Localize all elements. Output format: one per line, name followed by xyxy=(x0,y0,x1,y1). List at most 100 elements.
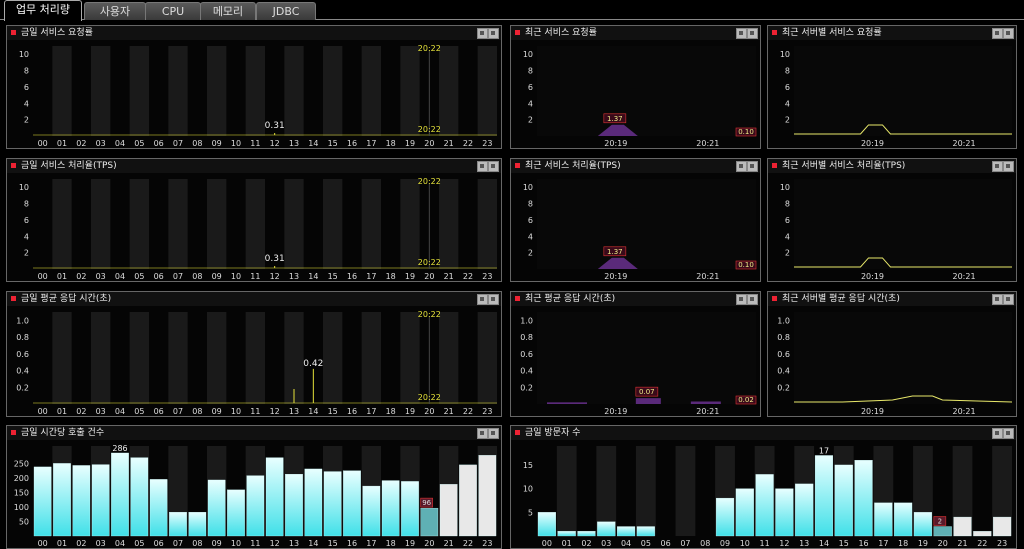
plot-area xyxy=(794,46,1012,136)
y-tick-label: 6 xyxy=(785,83,790,92)
maximize-icon[interactable] xyxy=(992,28,1003,39)
panel-title: 금일 서비스 요청률 xyxy=(21,28,93,38)
x-tick-label: 03 xyxy=(96,139,106,148)
popout-icon[interactable] xyxy=(1003,428,1014,439)
y-tick-label: 8 xyxy=(528,200,533,209)
bar xyxy=(169,512,187,537)
y-tick-label: 8 xyxy=(24,67,29,76)
tab-memory[interactable]: 메모리 xyxy=(200,2,256,20)
x-tick-label: 15 xyxy=(328,539,338,548)
series-line xyxy=(794,257,1012,268)
bar xyxy=(953,516,972,537)
max-label: 0.42 xyxy=(303,359,323,369)
panel-title-bar: 최근 서버별 평균 응답 시간(초) xyxy=(768,292,1016,306)
x-tick-label: 23 xyxy=(997,539,1007,548)
hour-band xyxy=(596,446,617,536)
x-tick-label: 16 xyxy=(858,539,868,548)
popout-icon[interactable] xyxy=(1003,294,1014,305)
x-tick-label: 11 xyxy=(250,272,260,281)
maximize-icon[interactable] xyxy=(477,294,488,305)
hour-band xyxy=(323,312,343,404)
y-tick-label: 0.4 xyxy=(777,367,790,376)
plot-area xyxy=(794,179,1012,269)
maximize-icon[interactable] xyxy=(736,28,747,39)
popout-icon[interactable] xyxy=(1003,28,1014,39)
x-tick-label: 20:21 xyxy=(696,272,719,281)
bar xyxy=(111,452,129,537)
y-tick-label: 8 xyxy=(528,67,533,76)
maximize-icon[interactable] xyxy=(992,294,1003,305)
x-tick-label: 12 xyxy=(779,539,789,548)
x-tick-label: 20:21 xyxy=(953,272,976,281)
popout-icon[interactable] xyxy=(488,428,499,439)
peak-label-box xyxy=(635,386,659,397)
popout-icon[interactable] xyxy=(747,161,758,172)
current-label: 2 xyxy=(938,518,942,526)
x-tick-label: 10 xyxy=(231,407,241,416)
bottom-marker: 20:22 xyxy=(418,393,441,402)
panel-title: 최근 서버별 서비스 처리율(TPS) xyxy=(782,161,906,171)
maximize-icon[interactable] xyxy=(736,294,747,305)
x-tick-label: 05 xyxy=(134,539,144,548)
popout-icon[interactable] xyxy=(1003,161,1014,172)
top-marker: 20:22 xyxy=(418,310,441,319)
x-tick-label: 07 xyxy=(173,272,183,281)
popout-icon[interactable] xyxy=(488,161,499,172)
tab-cpu[interactable]: CPU xyxy=(145,2,201,20)
y-tick-label: 0.8 xyxy=(520,333,533,342)
status-dot-icon xyxy=(11,163,16,168)
status-dot-icon xyxy=(11,30,16,35)
bottom-marker: 20:22 xyxy=(418,258,441,267)
y-tick-label: 50 xyxy=(19,517,29,526)
bar xyxy=(557,531,576,537)
popout-icon[interactable] xyxy=(747,28,758,39)
panel-visitors: 금일 방문자 수 5 10 15 00 01 02 03 04 05 06 07 08 09 10 11 12… xyxy=(510,425,1017,549)
hour-band xyxy=(207,312,227,404)
x-tick-label: 19 xyxy=(405,407,415,416)
y-tick-label: 0.4 xyxy=(16,367,29,376)
maximize-icon[interactable] xyxy=(736,161,747,172)
x-tick-label: 13 xyxy=(289,272,299,281)
x-tick-label: 12 xyxy=(270,272,280,281)
x-tick-label: 20:19 xyxy=(604,139,627,148)
y-tick-label: 4 xyxy=(24,99,29,108)
panel-title-bar: 금일 방문자 수 xyxy=(511,426,1016,440)
popout-icon[interactable] xyxy=(747,294,758,305)
x-tick-label: 20 xyxy=(424,407,434,416)
bar xyxy=(149,479,168,537)
current-label: 0.10 xyxy=(738,128,754,136)
x-tick-label: 18 xyxy=(386,407,396,416)
y-tick-label: 8 xyxy=(785,67,790,76)
x-tick-label: 18 xyxy=(386,539,396,548)
bar xyxy=(72,465,91,537)
tab-users[interactable]: 사용자 xyxy=(84,2,146,20)
popout-icon[interactable] xyxy=(488,28,499,39)
y-tick-label: 0.6 xyxy=(16,350,29,359)
y-tick-label: 4 xyxy=(785,99,790,108)
tab-throughput[interactable]: 업무 처리량 xyxy=(4,0,82,21)
panel-recent-requests: 최근 서비스 요청률 2 4 6 8 10 20:19 20:21 1.37 0.10 xyxy=(510,25,761,149)
maximize-icon[interactable] xyxy=(992,161,1003,172)
bar xyxy=(381,480,400,537)
hour-band xyxy=(168,179,188,269)
area-peak xyxy=(597,257,638,269)
area-peak xyxy=(635,398,661,404)
maximize-icon[interactable] xyxy=(477,428,488,439)
x-tick-label: 11 xyxy=(250,407,260,416)
tab-bar-divider xyxy=(0,19,1024,20)
x-tick-label: 09 xyxy=(212,407,222,416)
hour-band xyxy=(323,46,343,136)
current-label: 0.10 xyxy=(738,261,754,269)
popout-icon[interactable] xyxy=(488,294,499,305)
x-tick-label: 02 xyxy=(76,407,86,416)
max-label: 17 xyxy=(819,446,829,455)
x-tick-label: 07 xyxy=(680,539,690,548)
bar xyxy=(993,516,1012,537)
maximize-icon[interactable] xyxy=(477,161,488,172)
y-tick-label: 2 xyxy=(24,116,29,125)
hour-band xyxy=(992,446,1012,536)
maximize-icon[interactable] xyxy=(477,28,488,39)
max-label: 286 xyxy=(112,444,127,453)
tab-jdbc[interactable]: JDBC xyxy=(256,2,316,20)
maximize-icon[interactable] xyxy=(992,428,1003,439)
